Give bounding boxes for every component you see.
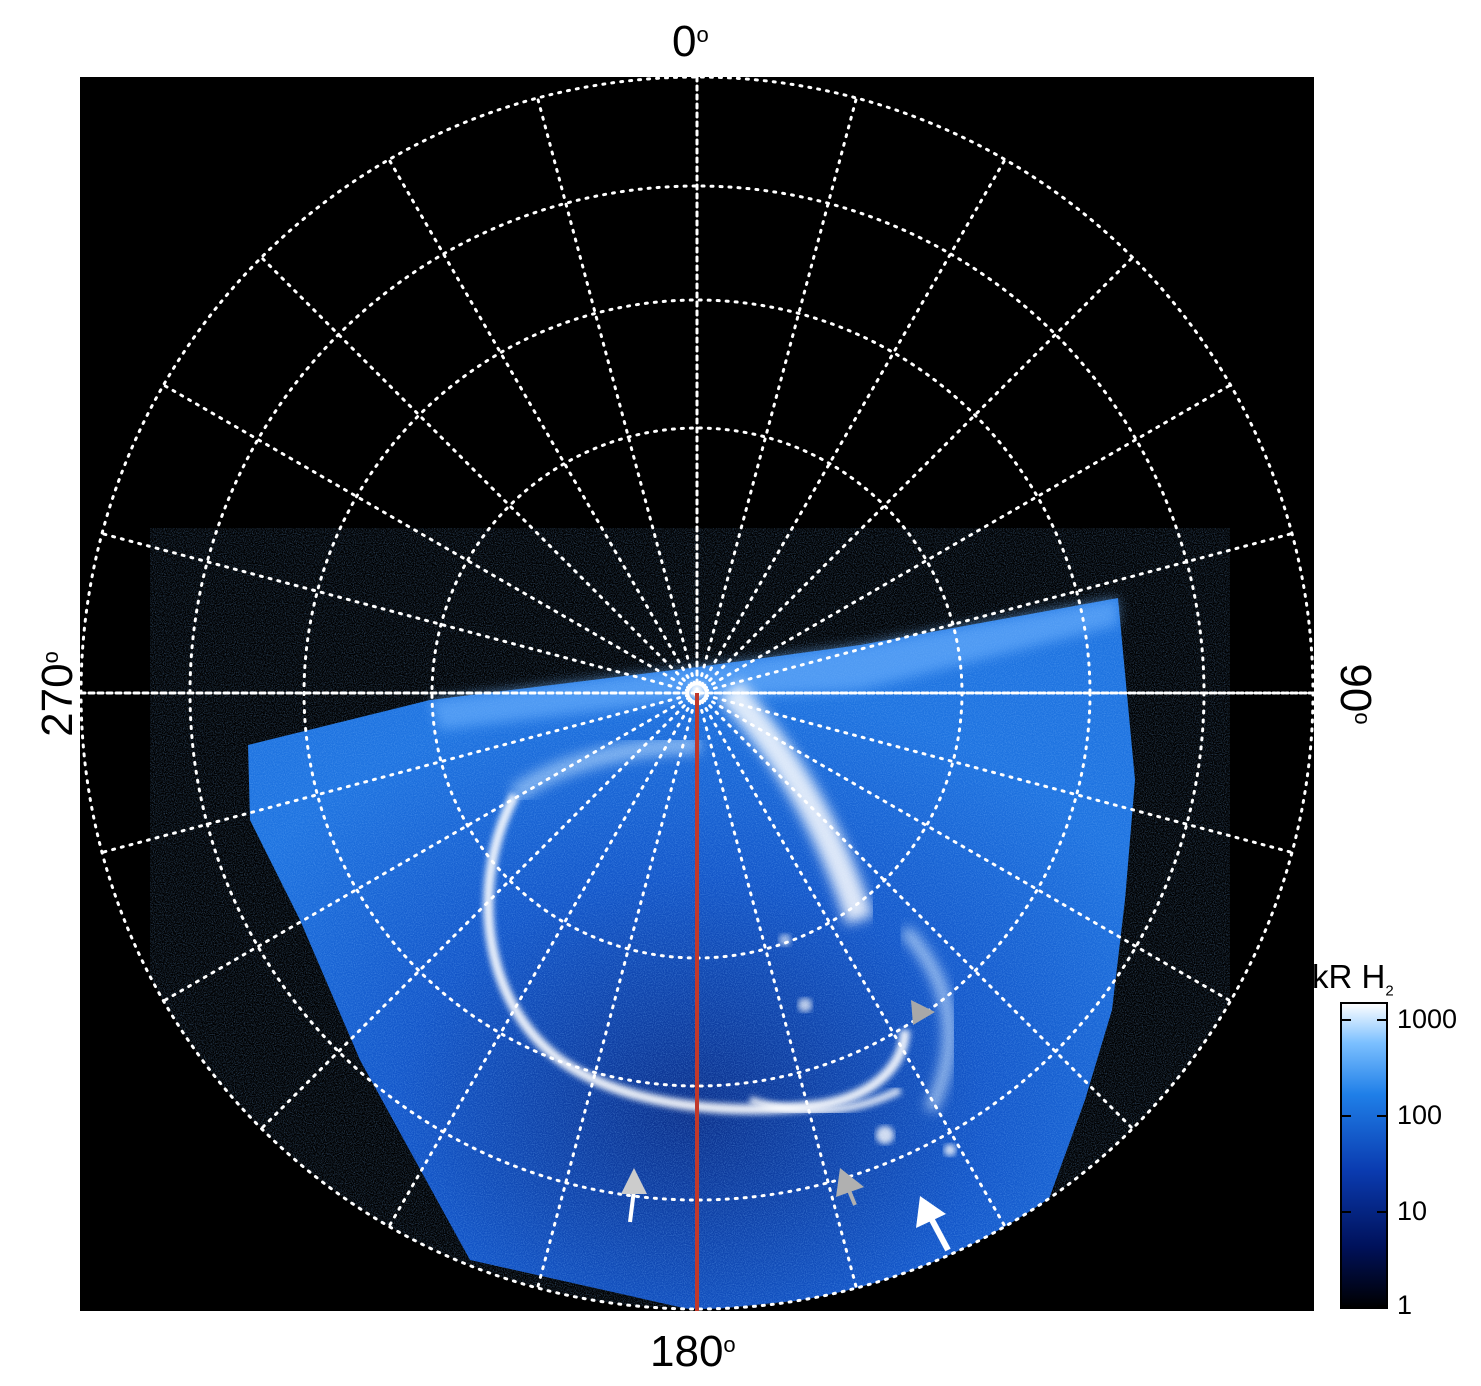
- aurora-spot: [876, 1126, 894, 1144]
- longitude-spoke: [100, 532, 699, 695]
- colorbar-tick-label: 10: [1397, 1196, 1428, 1226]
- longitude-spoke: [536, 691, 699, 1290]
- longitude-spoke: [695, 691, 858, 1290]
- colorbar-tick-label: 100: [1397, 1100, 1443, 1130]
- bright-arc: [719, 680, 874, 925]
- longitude-spoke: [695, 691, 1007, 1228]
- arrow-gray-1: [836, 1168, 864, 1206]
- outer-arc: [900, 925, 956, 1113]
- longitude-spoke: [387, 158, 699, 695]
- colorbar-tick-label: 1000: [1397, 1004, 1458, 1034]
- longitude-spoke: [695, 691, 1135, 1131]
- aurora-spot: [944, 1144, 956, 1156]
- longitude-spoke: [695, 383, 1232, 695]
- longitude-spoke: [259, 691, 699, 1131]
- arrow-white-1: [621, 1168, 647, 1223]
- noise-texture: [240, 600, 1140, 1309]
- longitude-spoke: [259, 255, 699, 695]
- aurora-emission: [240, 598, 1140, 1309]
- longitude-spoke: [536, 96, 699, 695]
- oval-dawn-arc: [509, 736, 701, 803]
- longitude-spoke: [162, 691, 699, 1003]
- aurora-spot: [798, 998, 812, 1012]
- colorbar-title: kR H2: [1312, 958, 1394, 1000]
- arrow-gray-2: [911, 1000, 935, 1025]
- longitude-spoke: [162, 383, 699, 695]
- longitude-spoke: [100, 691, 699, 854]
- colorbar: [1340, 1002, 1388, 1309]
- longitude-label-top: 0o: [672, 17, 709, 66]
- longitude-spoke: [695, 255, 1135, 695]
- longitude-spoke: [387, 691, 699, 1228]
- arrow-white-2: [916, 1196, 951, 1252]
- longitude-spoke: [695, 158, 1007, 695]
- lower-arc: [748, 1086, 902, 1115]
- longitude-spoke: [695, 96, 858, 695]
- longitude-label-bottom: 180o: [650, 1327, 736, 1376]
- longitude-spoke: [695, 691, 1232, 1003]
- longitude-label-right: 90o: [1331, 663, 1380, 725]
- longitude-spoke: [695, 532, 1294, 695]
- colorbar-ticks: [1341, 1019, 1387, 1307]
- polar-grid: [80, 77, 1314, 1311]
- main-oval: [483, 792, 910, 1115]
- polar-streaks: [430, 598, 1118, 730]
- colorbar-tick-label: 1: [1397, 1290, 1413, 1320]
- longitude-spoke: [695, 691, 1294, 854]
- longitude-label-left: 270o: [33, 651, 82, 737]
